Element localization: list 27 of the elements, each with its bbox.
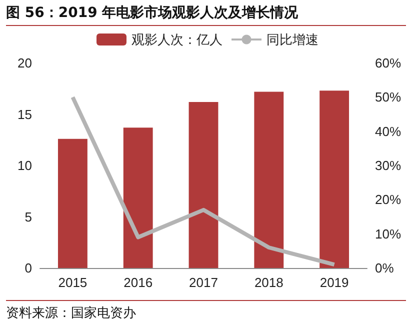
y2-tick-label: 40% bbox=[375, 124, 402, 139]
y2-tick-label: 20% bbox=[375, 192, 402, 208]
y-tick-label: 5 bbox=[24, 209, 32, 224]
y-tick-label: 0 bbox=[24, 260, 32, 276]
bar bbox=[188, 102, 218, 268]
y-tick-label: 15 bbox=[18, 106, 32, 122]
chart-title: 图 56：2019 年电影市场观影人次及增长情况 bbox=[6, 4, 406, 26]
y2-tick-label: 0% bbox=[375, 260, 394, 276]
line-series bbox=[70, 95, 336, 267]
y2-tick-label: 10% bbox=[375, 226, 402, 242]
y2-tick-label: 30% bbox=[375, 158, 402, 173]
bar bbox=[58, 138, 88, 268]
x-tick-label: 2019 bbox=[320, 275, 349, 290]
legend-label: 同比增速 bbox=[266, 32, 318, 47]
x-tick-label: 2016 bbox=[124, 275, 153, 290]
y-tick-label: 10 bbox=[18, 158, 32, 173]
text: 资料来源：国家电资办 bbox=[6, 300, 406, 322]
legend-label: 观影人次：亿人 bbox=[132, 32, 222, 47]
x-tick-label: 2018 bbox=[254, 275, 284, 290]
bar bbox=[320, 90, 350, 268]
y2-tick-label: 60% bbox=[375, 56, 402, 70]
y2-tick-label: 50% bbox=[375, 90, 402, 105]
y-tick-label: 20 bbox=[18, 56, 32, 70]
bar bbox=[123, 128, 153, 268]
x-tick-label: 2017 bbox=[189, 275, 218, 290]
bar bbox=[254, 92, 284, 268]
x-tick-label: 2015 bbox=[58, 275, 88, 290]
